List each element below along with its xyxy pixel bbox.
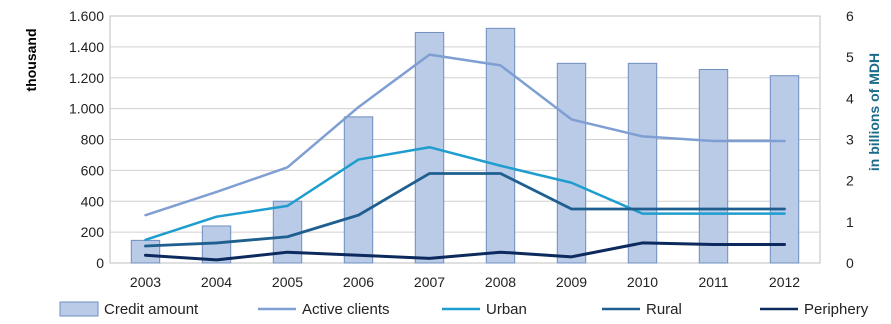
right-tick-label: 2 <box>846 173 854 189</box>
bar-credit-amount <box>769 75 800 264</box>
legend-label-urban: Urban <box>486 301 527 318</box>
x-tick-label: 2007 <box>414 274 445 290</box>
left-tick-label: 1.600 <box>69 8 104 24</box>
line-periphery <box>144 241 786 262</box>
bar-credit-amount <box>343 116 374 264</box>
line-rural <box>144 172 786 248</box>
line-urban <box>144 145 786 242</box>
left-tick-label: 400 <box>81 193 105 209</box>
right-axis-ticks: 0 1 2 3 4 5 6 <box>846 8 854 271</box>
x-tick-label: 2012 <box>769 274 800 290</box>
right-tick-label: 5 <box>846 49 854 65</box>
x-tick-label: 2003 <box>130 274 161 290</box>
bar-credit-amount <box>698 69 729 264</box>
right-tick-label: 0 <box>846 255 854 271</box>
legend: Credit amount Active clients Urban Rural Per… <box>59 301 869 318</box>
left-tick-label: 800 <box>81 132 105 148</box>
left-tick-label: 1.200 <box>69 70 104 86</box>
right-tick-label: 1 <box>846 214 854 230</box>
legend-swatch-credit-amount <box>59 301 99 317</box>
x-tick-label: 2009 <box>556 274 587 290</box>
x-tick-label: 2005 <box>272 274 303 290</box>
legend-label-periphery: Periphery <box>804 301 869 318</box>
right-axis-title: in billions of MDH <box>866 53 882 171</box>
x-tick-label: 2010 <box>627 274 658 290</box>
legend-label-credit-amount: Credit amount <box>104 301 199 318</box>
left-tick-label: 0 <box>96 255 104 271</box>
x-tick-label: 2011 <box>698 274 728 290</box>
x-tick-label: 2004 <box>201 274 232 290</box>
left-tick-label: 600 <box>81 162 105 178</box>
right-tick-label: 6 <box>846 8 854 24</box>
right-tick-label: 3 <box>846 132 854 148</box>
x-tick-label: 2006 <box>343 274 374 290</box>
right-tick-label: 4 <box>846 90 854 106</box>
legend-label-rural: Rural <box>646 301 682 318</box>
x-axis-ticks: 2003 2004 2005 2006 2007 2008 2009 2010 2011 2012 <box>130 274 800 290</box>
x-tick-label: 2008 <box>485 274 516 290</box>
left-tick-label: 1.400 <box>69 39 104 55</box>
legend-label-active-clients: Active clients <box>302 301 390 318</box>
line-active-clients <box>144 53 786 217</box>
bar-credit-amount <box>556 62 587 264</box>
bar-credit-amount <box>130 239 161 264</box>
line-series-group <box>144 53 786 262</box>
bar-credit-amount <box>627 62 658 264</box>
left-axis-title: thousand <box>23 29 39 92</box>
left-tick-label: 200 <box>81 224 105 240</box>
left-tick-label: 1.000 <box>69 101 104 117</box>
left-axis-ticks: 0 200 400 600 800 1.000 1.200 1.400 1.600 <box>69 8 104 271</box>
bar-credit-amount <box>485 27 516 264</box>
